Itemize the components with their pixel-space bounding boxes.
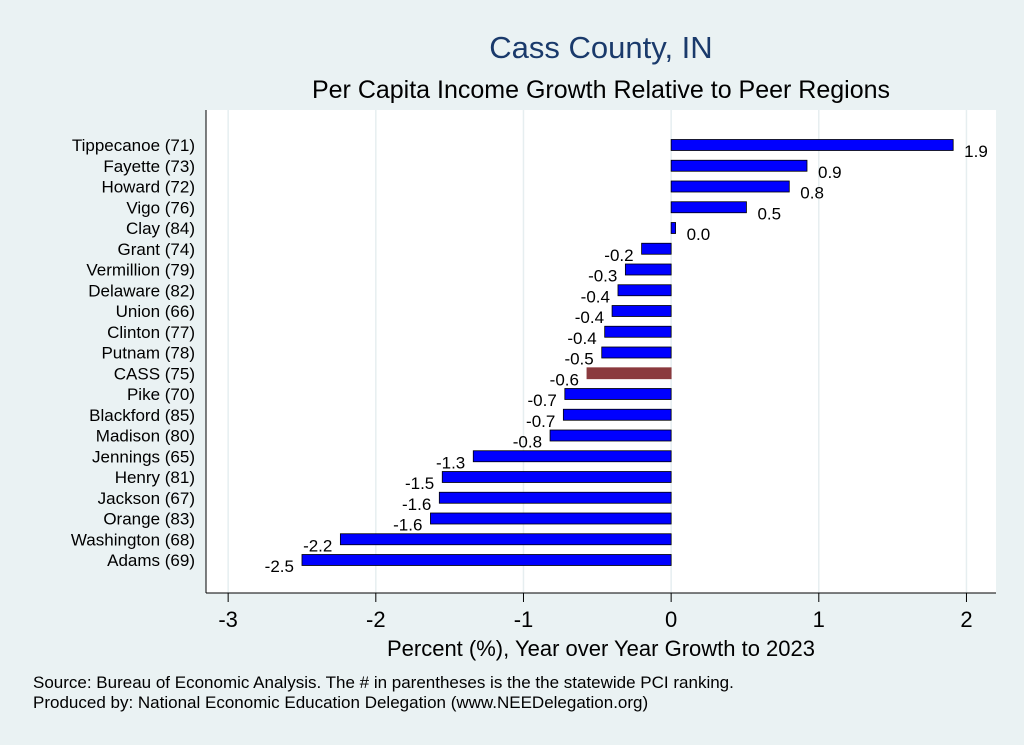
bar <box>670 222 676 234</box>
x-tick-label: 2 <box>960 607 972 632</box>
value-label: -1.5 <box>405 474 434 493</box>
category-label: Clinton (77) <box>107 323 195 342</box>
value-label: -0.4 <box>567 329 596 348</box>
bar <box>604 325 672 338</box>
bar <box>472 450 672 463</box>
chart-title: Cass County, IN <box>489 30 712 65</box>
category-label: Vigo (76) <box>126 198 195 217</box>
category-label: Putnam (78) <box>101 344 195 363</box>
category-label: Grant (74) <box>118 240 195 259</box>
category-label: Orange (83) <box>103 510 195 529</box>
x-tick-label: 1 <box>813 607 825 632</box>
bar <box>601 346 672 359</box>
value-label: -1.6 <box>402 495 431 514</box>
bar <box>670 201 747 214</box>
category-label: Howard (72) <box>101 178 195 197</box>
bar <box>549 429 672 442</box>
category-label: Tippecanoe (71) <box>72 136 195 155</box>
x-tick-label: -2 <box>366 607 386 632</box>
x-axis: -3 -2 -1 0 1 2 <box>205 110 996 632</box>
category-label: Adams (69) <box>107 551 195 570</box>
value-label: -2.5 <box>265 557 294 576</box>
bar <box>562 408 672 421</box>
category-label: Jennings (65) <box>92 447 195 466</box>
category-label: Henry (81) <box>115 468 195 487</box>
bar <box>670 139 954 151</box>
bar <box>670 159 808 172</box>
x-axis-label: Percent (%), Year over Year Growth to 20… <box>387 636 815 661</box>
bar <box>611 305 672 317</box>
producer-note: Produced by: National Economic Education… <box>33 693 649 712</box>
category-label: Clay (84) <box>126 219 195 238</box>
value-label: -0.3 <box>588 267 617 286</box>
category-label: CASS (75) <box>114 364 195 383</box>
bar-highlight <box>586 367 672 380</box>
value-label: -0.7 <box>526 412 555 431</box>
bar <box>339 533 672 546</box>
category-label: Pike (70) <box>127 385 195 404</box>
category-label: Jackson (67) <box>98 489 195 508</box>
category-labels: Tippecanoe (71) Fayette (73) Howard (72)Vi… <box>71 136 195 570</box>
value-label: -0.6 <box>550 370 579 389</box>
category-label: Fayette (73) <box>103 157 195 176</box>
bar <box>301 554 672 566</box>
bar <box>624 263 672 276</box>
bar <box>641 242 672 255</box>
bar <box>430 512 672 525</box>
value-label: 0.8 <box>800 184 824 203</box>
value-label: 0.0 <box>687 225 711 244</box>
value-label: -0.2 <box>604 246 633 265</box>
bars <box>301 139 954 566</box>
value-label: -1.6 <box>393 516 422 535</box>
value-label: -0.4 <box>575 308 604 327</box>
x-tick-label: -1 <box>514 607 534 632</box>
value-label: -1.3 <box>436 453 465 472</box>
bar <box>564 388 672 400</box>
value-label: 0.5 <box>757 204 781 223</box>
x-tick-label: 0 <box>665 607 677 632</box>
value-label: -0.7 <box>528 391 557 410</box>
category-label: Delaware (82) <box>88 281 195 300</box>
source-note: Source: Bureau of Economic Analysis. The… <box>33 673 734 692</box>
bar <box>441 471 672 483</box>
category-label: Vermillion (79) <box>86 261 195 280</box>
value-label: -0.8 <box>513 433 542 452</box>
value-label: -2.2 <box>303 536 332 555</box>
x-tick-label: -3 <box>218 607 238 632</box>
bar <box>438 491 672 504</box>
value-label: 1.9 <box>964 142 988 161</box>
plot-area <box>206 110 996 593</box>
value-label: 0.9 <box>818 163 842 182</box>
chart-subtitle: Per Capita Income Growth Relative to Pee… <box>312 76 890 104</box>
value-label: -0.5 <box>564 350 593 369</box>
category-label: Blackford (85) <box>89 406 195 425</box>
value-label: -0.4 <box>581 287 610 306</box>
category-label: Madison (80) <box>96 427 195 446</box>
category-label: Union (66) <box>116 302 195 321</box>
bar <box>670 180 790 193</box>
category-label: Washington (68) <box>71 530 195 549</box>
bar <box>617 284 672 297</box>
value-labels: 1.90.90.80.50.0-0.2-0.3-0.4-0.4-0.4-0.5-… <box>265 142 988 576</box>
